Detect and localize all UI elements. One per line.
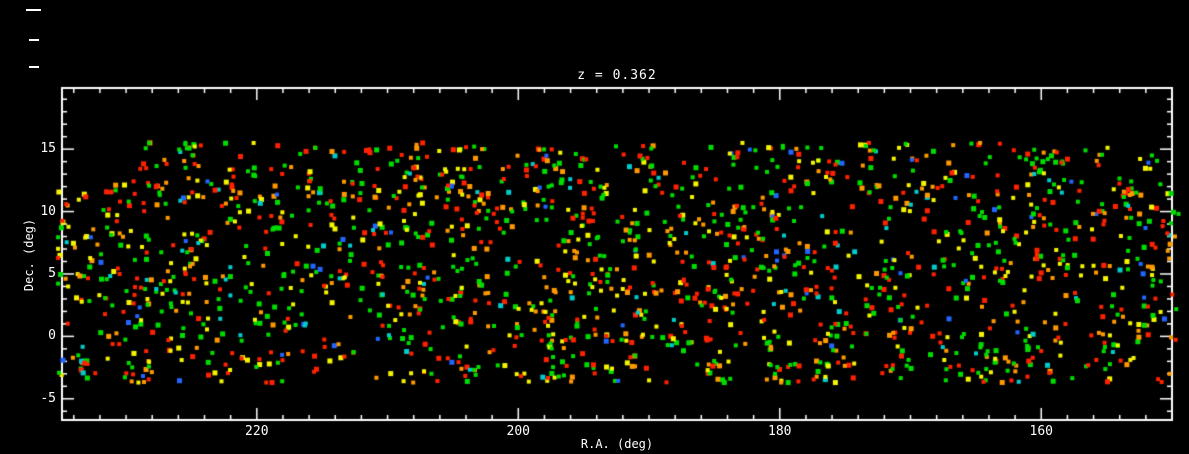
y-tick-label: -5 [40, 390, 56, 406]
x-tick-label: 200 [506, 424, 531, 439]
y-tick-label: 10 [40, 203, 56, 219]
x-tick-label: 160 [1029, 424, 1053, 439]
y-tick-label: 15 [40, 141, 56, 157]
y-tick-label: 0 [48, 328, 56, 344]
x-tick-label: 220 [245, 424, 269, 439]
x-axis-label: R.A. (deg) [580, 437, 654, 451]
x-tick-label: 180 [768, 424, 792, 439]
y-tick-label: 5 [48, 265, 56, 281]
plot-title: z = 0.362 [577, 68, 657, 83]
